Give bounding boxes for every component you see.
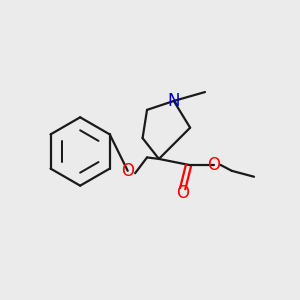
Text: O: O (176, 184, 189, 202)
Text: N: N (167, 92, 180, 110)
Text: O: O (207, 156, 220, 174)
Text: O: O (121, 162, 134, 180)
